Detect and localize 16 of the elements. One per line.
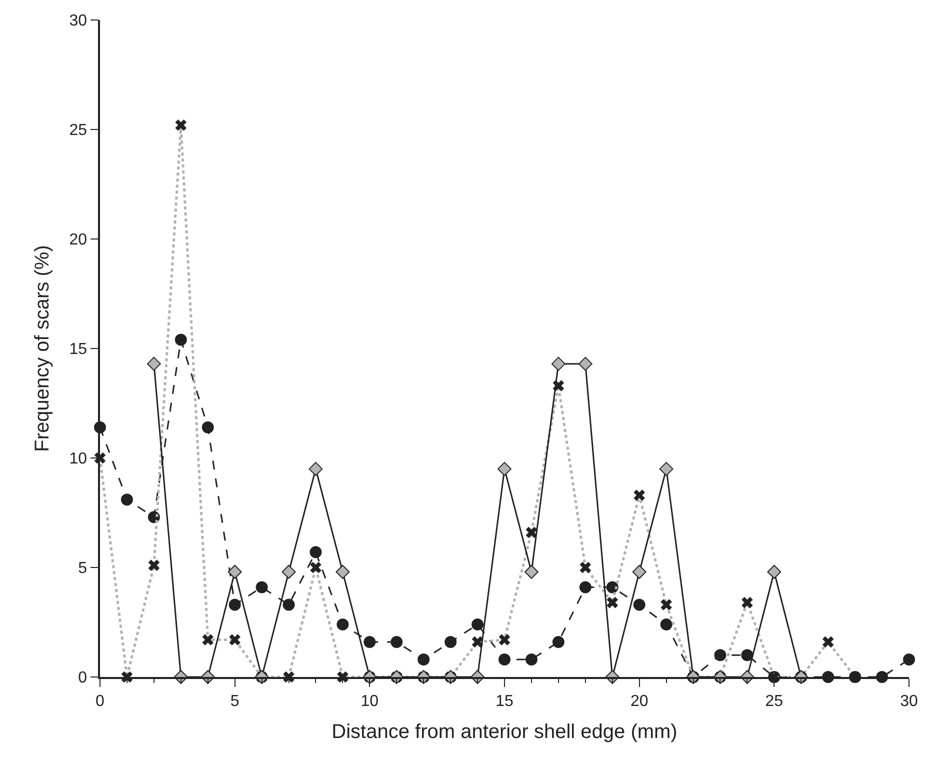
- x-tick-label: 15: [496, 692, 514, 710]
- x-tick-label: 0: [96, 692, 105, 710]
- x-tick-label: 10: [360, 692, 379, 710]
- y-tick-label: 0: [78, 670, 88, 687]
- x-tick-label: 5: [230, 692, 240, 710]
- x-tick-label: 30: [900, 692, 918, 710]
- y-tick-label: 30: [69, 12, 88, 30]
- y-tick-label: 25: [69, 122, 88, 140]
- x-tick-label: 25: [765, 692, 784, 710]
- x-axis-title: Distance from anterior shell edge (mm): [332, 720, 678, 743]
- y-tick-label: 5: [78, 560, 88, 578]
- y-tick-label: 10: [69, 450, 88, 468]
- y-tick-label: 15: [69, 341, 88, 358]
- y-tick-label: 20: [69, 232, 88, 249]
- y-axis-title: Frequency of scars (%): [31, 245, 54, 452]
- x-tick-label: 20: [630, 692, 648, 710]
